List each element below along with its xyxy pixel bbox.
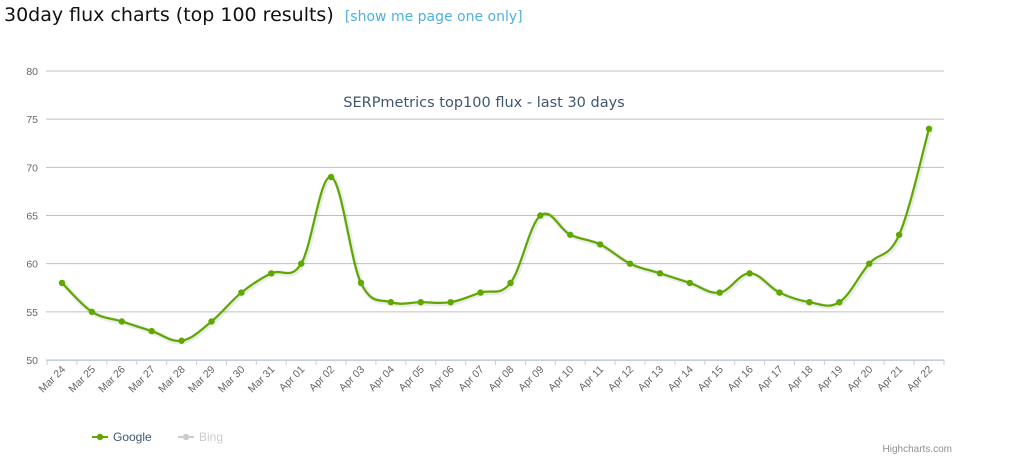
data-point[interactable] (776, 289, 783, 296)
y-tick-label: 65 (26, 211, 38, 223)
data-point[interactable] (88, 308, 96, 316)
x-tick-label: Apr 09 (516, 364, 546, 394)
x-tick-label: Apr 03 (337, 364, 367, 394)
data-point[interactable] (447, 299, 454, 306)
data-point[interactable] (387, 299, 395, 306)
data-point[interactable] (297, 260, 305, 267)
x-tick-label: Apr 04 (367, 364, 397, 394)
data-point[interactable] (417, 299, 424, 306)
x-tick-label: Mar 31 (246, 364, 278, 396)
show-page-one-link[interactable]: [show me page one only] (344, 9, 523, 25)
data-point[interactable] (118, 318, 125, 325)
data-point[interactable] (178, 337, 185, 344)
x-tick-label: Mar 25 (66, 364, 98, 396)
legend-item-google[interactable]: Google (92, 430, 152, 444)
x-tick-label: Apr 20 (845, 364, 875, 394)
y-axis: 50 55 60 65 70 75 80 (26, 66, 38, 367)
data-point[interactable] (357, 279, 365, 287)
x-tick-label: Mar 29 (186, 364, 218, 396)
x-tick-label: Apr 05 (397, 364, 427, 394)
data-point[interactable] (507, 279, 514, 287)
x-tick-label: Apr 14 (666, 364, 696, 394)
x-tick-label: Mar 26 (96, 364, 128, 396)
y-tick-label: 80 (26, 66, 38, 78)
data-point[interactable] (925, 125, 933, 132)
x-tick-label: Mar 27 (126, 364, 158, 396)
y-tick-label: 60 (26, 259, 38, 271)
x-tick-label: Apr 01 (277, 364, 307, 394)
data-point[interactable] (268, 270, 275, 277)
legend-label: Bing (199, 430, 223, 444)
legend-item-bing[interactable]: Bing (178, 430, 223, 444)
x-tick-label: Apr 06 (426, 364, 456, 394)
data-point[interactable] (58, 279, 66, 287)
data-point[interactable] (148, 327, 155, 335)
series-line-google[interactable] (61, 128, 931, 343)
x-tick-label: Apr 16 (725, 364, 755, 394)
series-layer (58, 125, 933, 345)
x-tick-label: Apr 02 (307, 364, 337, 394)
data-point[interactable] (686, 279, 694, 287)
x-tick-label: Apr 17 (755, 364, 785, 394)
legend-symbol-marker (96, 433, 104, 441)
page-title: 30day flux charts (top 100 results) (4, 4, 334, 26)
data-point[interactable] (238, 289, 245, 296)
data-point[interactable] (327, 173, 335, 181)
x-tick-label: Apr 08 (486, 364, 516, 394)
data-point[interactable] (716, 289, 723, 296)
page-heading: 30day flux charts (top 100 results) [sho… (4, 4, 523, 26)
x-tick-label: Apr 13 (636, 364, 666, 394)
credits[interactable]: Highcharts.com (883, 444, 952, 455)
data-point[interactable] (746, 270, 753, 277)
data-point[interactable] (208, 318, 215, 325)
x-tick-label: Mar 30 (216, 364, 248, 396)
chart-title: SERPmetrics top100 flux - last 30 days (343, 95, 625, 111)
data-point[interactable] (477, 289, 484, 296)
x-tick-label: Mar 28 (156, 364, 188, 396)
y-tick-label: 55 (26, 307, 38, 319)
data-point[interactable] (567, 231, 574, 238)
x-tick-label: Apr 22 (905, 364, 935, 394)
data-point[interactable] (806, 299, 813, 306)
x-tick-label: Apr 19 (815, 364, 845, 394)
x-tick-label: Apr 12 (606, 364, 636, 394)
series-shadow (61, 129, 933, 345)
data-point[interactable] (626, 260, 634, 267)
data-point[interactable] (537, 212, 544, 219)
data-point[interactable] (836, 299, 843, 306)
legend[interactable]: Google Bing (92, 430, 223, 444)
x-tick-label: Apr 10 (546, 364, 576, 394)
legend-symbol-marker (182, 433, 190, 441)
x-tick-label: Mar 24 (37, 364, 69, 396)
data-point[interactable] (895, 231, 903, 238)
grid-lines (46, 70, 944, 361)
x-tick-label: Apr 15 (695, 364, 725, 394)
x-tick-label: Apr 18 (785, 364, 815, 394)
data-point[interactable] (596, 241, 604, 248)
y-tick-label: 50 (26, 355, 38, 367)
x-tick-label: Apr 21 (875, 364, 905, 394)
legend-label: Google (113, 430, 152, 444)
x-tick-label: Apr 11 (576, 364, 606, 394)
data-point[interactable] (656, 270, 664, 277)
x-tick-label: Apr 07 (456, 364, 486, 394)
y-tick-label: 75 (26, 114, 38, 126)
y-tick-label: 70 (26, 162, 38, 174)
data-point[interactable] (866, 260, 873, 267)
